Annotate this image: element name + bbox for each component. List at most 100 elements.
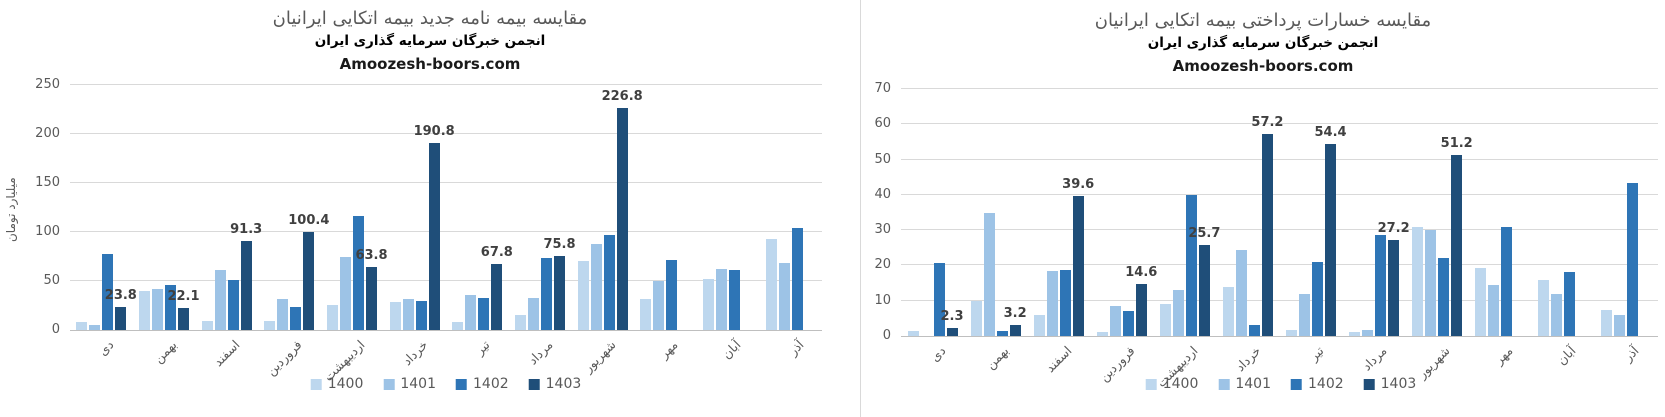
y-tick-label: 50 bbox=[43, 273, 60, 288]
gridline bbox=[901, 123, 1658, 125]
x-tick-label: تیر bbox=[1306, 343, 1327, 364]
bar-1402-اردیبهشت bbox=[353, 216, 364, 330]
legend-label: 1400 bbox=[1162, 376, 1199, 392]
bar-1401-آذر bbox=[1614, 314, 1626, 336]
x-tick-label: شهریور bbox=[580, 337, 619, 376]
bar-1403-خرداد bbox=[428, 143, 440, 330]
bar-1402-دی bbox=[102, 253, 114, 330]
x-tick-label: فروردین bbox=[1096, 343, 1138, 385]
new-policies-chart-panel: مقایسه بیمه نامه جدید بیمه اتکایی ایرانی… bbox=[4, 8, 822, 392]
bar-data-label: 14.6 bbox=[1125, 265, 1158, 281]
x-tick-label: تیر bbox=[472, 337, 493, 358]
y-tick-label: 10 bbox=[874, 292, 891, 308]
bar-data-label: 2.3 bbox=[940, 308, 964, 324]
bar-data-label: 22.1 bbox=[167, 289, 200, 305]
legend-item-1401: 1401 bbox=[1218, 376, 1271, 392]
bar-1400-آبان bbox=[703, 279, 714, 330]
legend-label: 1400 bbox=[327, 376, 364, 392]
y-tick-label: 30 bbox=[874, 222, 891, 238]
x-tick-label: شهریور bbox=[1414, 343, 1453, 382]
bar-1403-مرداد bbox=[1388, 240, 1400, 336]
bar-data-label: 39.6 bbox=[1062, 177, 1095, 193]
bar-1400-آبان bbox=[1538, 279, 1550, 336]
bar-1403-شهریور bbox=[616, 107, 628, 330]
bar-data-label: 3.2 bbox=[1003, 305, 1027, 321]
bar-1401-آذر bbox=[778, 263, 790, 330]
gridline bbox=[901, 229, 1658, 231]
bar-1401-تیر bbox=[1299, 293, 1311, 336]
bar-1400-تیر bbox=[452, 322, 464, 330]
legend-item-1401: 1401 bbox=[383, 376, 436, 392]
x-tick-label: خرداد bbox=[1232, 343, 1264, 375]
bar-1403-اسفند bbox=[1072, 196, 1084, 336]
bar-data-label: 100.4 bbox=[288, 212, 330, 228]
x-tick-label: آذر bbox=[1620, 343, 1643, 365]
legend-item-1403: 1403 bbox=[1363, 376, 1416, 392]
bar-1401-اردیبهشت bbox=[340, 257, 351, 330]
bar-data-label: 51.2 bbox=[1440, 136, 1473, 152]
bar-1402-آبان bbox=[729, 270, 740, 330]
x-tick-label: مهر bbox=[1491, 343, 1516, 368]
bar-1401-فروردین bbox=[1109, 306, 1121, 336]
bar-data-label: 190.8 bbox=[413, 124, 455, 140]
bar-1402-شهریور bbox=[1438, 258, 1450, 336]
x-tick-label: دی bbox=[95, 337, 117, 359]
x-tick-label: مرداد bbox=[525, 337, 556, 368]
bar-1401-مرداد bbox=[1362, 330, 1374, 336]
bar-1402-فروردین bbox=[1122, 311, 1134, 336]
bar-data-label: 23.8 bbox=[104, 287, 137, 303]
y-tick-label: 200 bbox=[35, 126, 60, 141]
bar-1403-مرداد bbox=[554, 255, 565, 330]
gridline bbox=[70, 231, 822, 232]
legend-swatch bbox=[1291, 378, 1302, 390]
legend-item-1403: 1403 bbox=[528, 376, 582, 392]
legend-swatch bbox=[1363, 378, 1375, 390]
bar-1403-تیر bbox=[491, 263, 503, 330]
bar-1403-بهمن bbox=[1009, 324, 1021, 336]
bar-1403-بهمن bbox=[178, 308, 189, 330]
bar-data-label: 67.8 bbox=[480, 244, 513, 260]
x-tick-label: خرداد bbox=[398, 337, 431, 369]
bar-1402-خرداد bbox=[415, 300, 427, 330]
legend-swatch bbox=[456, 378, 467, 390]
bar-1400-خرداد bbox=[389, 301, 401, 330]
legend-swatch bbox=[310, 378, 322, 390]
legend-label: 1403 bbox=[545, 376, 582, 392]
bar-1400-اسفند bbox=[1033, 314, 1045, 336]
bar-1403-شهریور bbox=[1451, 155, 1463, 336]
legend-item-1400: 1400 bbox=[310, 376, 364, 392]
bar-1402-مرداد bbox=[1375, 235, 1387, 336]
bar-1400-مهر bbox=[640, 298, 652, 330]
gridline bbox=[70, 133, 822, 134]
x-tick-label: بهمن bbox=[150, 337, 180, 366]
legend-swatch bbox=[528, 378, 540, 390]
gridline bbox=[70, 182, 822, 183]
x-tick-label: مهر bbox=[656, 337, 681, 362]
bar-1402-مهر bbox=[1501, 226, 1513, 336]
bar-1400-بهمن bbox=[970, 300, 982, 336]
bar-1401-دی bbox=[89, 325, 101, 330]
bar-1400-دی bbox=[907, 330, 919, 336]
bar-1401-آبان bbox=[1551, 293, 1563, 336]
bar-1401-بهمن bbox=[983, 212, 995, 336]
bar-data-label: 27.2 bbox=[1377, 221, 1410, 237]
bar-1401-خرداد bbox=[402, 298, 414, 330]
bar-1401-مهر bbox=[653, 281, 665, 330]
gridline bbox=[901, 88, 1658, 89]
plot-area: 0 50 100 150 200 250 23.8 22.1 91.3 100.4 63.8 190.… bbox=[35, 77, 822, 384]
bar-1402-بهمن bbox=[165, 284, 176, 330]
bar-1400-اسفند bbox=[201, 320, 213, 330]
y-tick-label: 20 bbox=[874, 257, 891, 273]
bar-1402-مرداد bbox=[541, 258, 552, 330]
y-tick-label: 40 bbox=[874, 186, 891, 202]
paid-losses-chart-panel: مقایسه خسارات پرداختی بیمه اتکایی ایرانی… bbox=[860, 0, 1665, 417]
legend-swatch bbox=[1145, 378, 1157, 390]
bar-1400-دی bbox=[76, 322, 88, 330]
bar-1402-مهر bbox=[666, 260, 678, 330]
x-tick-label: مرداد bbox=[1359, 343, 1390, 374]
bar-1400-آذر bbox=[1601, 309, 1613, 336]
legend-item-1400: 1400 bbox=[1145, 376, 1199, 392]
plot-area: 0 10 20 30 40 50 60 70 2.3 3.2 39.6 14.6 25.7 57.2 54.… bbox=[874, 81, 1658, 390]
bar-data-label: 75.8 bbox=[543, 236, 576, 252]
bar-data-label: 54.4 bbox=[1314, 125, 1347, 141]
